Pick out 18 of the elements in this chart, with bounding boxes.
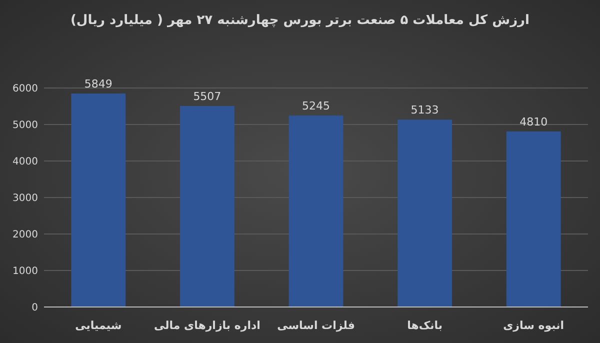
y-tick-label: 5000 [12,120,38,131]
y-tick-label: 3000 [12,193,38,204]
data-label: 5133 [410,104,439,117]
y-tick-label: 1000 [12,266,38,277]
chart-title: ارزش کل معاملات ۵ صنعت برتر بورس چهارشنبه ۲۷ مهر ( میلیارد ریال) [70,13,530,28]
y-tick-label: 2000 [12,230,38,240]
y-tick-label: 4000 [12,156,38,168]
x-tick-label: انبوه سازی [503,319,564,332]
data-label: 5507 [193,90,222,103]
data-label: 4810 [520,115,548,128]
data-label: 5245 [302,100,330,113]
y-tick-label: 0 [32,302,38,314]
data-label: 5849 [84,78,112,91]
x-tick-label: اداره بازارهای مالی [154,319,260,332]
x-tick-label: شیمیایی [75,319,122,332]
y-tick-label: 6000 [12,84,38,94]
x-tick-label: فلزات اساسی [277,319,355,332]
x-tick-label: بانک‌ها [407,319,443,332]
